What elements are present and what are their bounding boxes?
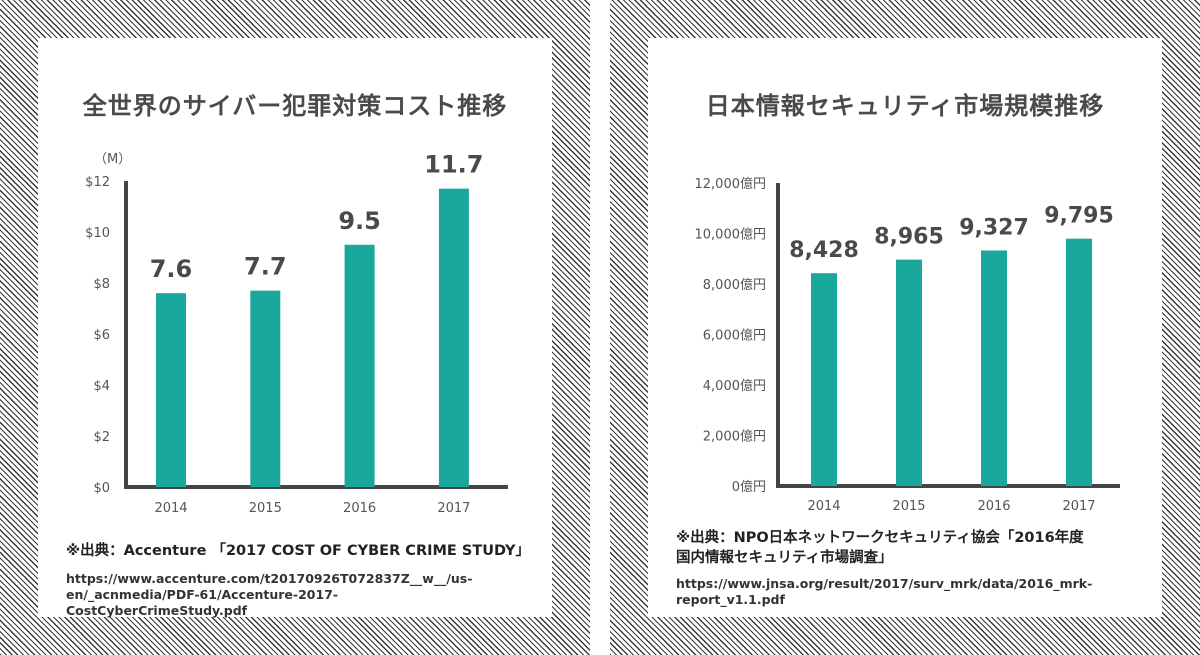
left-card: 全世界のサイバー犯罪対策コスト推移 （M） $0 $2 $4 $6 $8 $10 $12 7.6… bbox=[38, 38, 552, 618]
left-panel: 全世界のサイバー犯罪対策コスト推移 （M） $0 $2 $4 $6 $8 $10 $12 7.6… bbox=[0, 0, 590, 655]
left-y-tick-label: $10 bbox=[85, 226, 110, 241]
right-source-title-line2: 国内情報セキュリティ市場調査」 bbox=[676, 550, 893, 566]
left-y-tick-label: $2 bbox=[93, 430, 110, 445]
left-source-title: ※出典：Accenture 「2017 COST OF CYBER CRIME … bbox=[66, 543, 530, 559]
right-y-tick-label: 4,000億円 bbox=[703, 378, 766, 394]
right-source-url-line1[interactable]: https://www.jnsa.org/result/2017/surv_mr… bbox=[676, 576, 1093, 591]
right-value-label: 9,795 bbox=[1044, 204, 1114, 229]
left-bar bbox=[438, 188, 469, 487]
left-category-label: 2015 bbox=[249, 501, 282, 516]
left-y-tick-label: $12 bbox=[85, 175, 110, 190]
left-value-label: 11.7 bbox=[424, 151, 483, 179]
right-y-tick-label: 0億円 bbox=[732, 479, 766, 495]
right-y-tick-label: 6,000億円 bbox=[703, 328, 766, 344]
right-category-label: 2016 bbox=[977, 499, 1010, 514]
left-category-label: 2014 bbox=[154, 501, 187, 516]
right-y-tick-label: 10,000億円 bbox=[695, 227, 767, 243]
right-bar bbox=[1066, 238, 1092, 486]
left-value-label: 7.7 bbox=[244, 253, 287, 281]
right-bar bbox=[811, 273, 837, 486]
right-value-label: 8,965 bbox=[874, 225, 944, 250]
left-bar bbox=[156, 293, 186, 487]
left-chart-title: 全世界のサイバー犯罪対策コスト推移 bbox=[82, 92, 508, 120]
left-y-tick-label: $4 bbox=[93, 379, 110, 394]
left-y-tick-label: $6 bbox=[93, 328, 110, 343]
left-unit-label: （M） bbox=[94, 152, 131, 167]
right-bar bbox=[896, 259, 922, 486]
left-y-tick-label: $0 bbox=[93, 481, 110, 496]
left-bar bbox=[250, 290, 281, 487]
right-value-label: 8,428 bbox=[789, 238, 859, 263]
left-source-url-line2[interactable]: en/_acnmedia/PDF-61/Accenture-2017-CostC… bbox=[66, 587, 339, 618]
right-category-label: 2015 bbox=[892, 499, 925, 514]
right-y-tick-label: 2,000億円 bbox=[703, 429, 766, 445]
left-category-label: 2016 bbox=[343, 501, 376, 516]
right-y-tick-label: 8,000億円 bbox=[703, 277, 766, 293]
left-bar bbox=[344, 244, 375, 487]
right-bar bbox=[981, 250, 1007, 486]
right-y-tick-label: 12,000億円 bbox=[695, 176, 767, 192]
right-panel: 日本情報セキュリティ市場規模推移 0億円 2,000億円 4,000億円 6,000億… bbox=[610, 0, 1200, 655]
right-source-title-line1: ※出典：NPO日本ネットワークセキュリティ協会「2016年度 bbox=[676, 530, 1084, 546]
left-bar-chart: （M） $0 $2 $4 $6 $8 $10 $12 7.6 2014 7.7 2015 9.5 2016… bbox=[85, 151, 508, 516]
right-chart-title: 日本情報セキュリティ市場規模推移 bbox=[705, 92, 1105, 120]
right-source-url-line2[interactable]: report_v1.1.pdf bbox=[676, 592, 785, 607]
left-category-label: 2017 bbox=[437, 501, 470, 516]
left-value-label: 7.6 bbox=[150, 255, 193, 283]
right-value-label: 9,327 bbox=[959, 215, 1029, 240]
right-category-label: 2014 bbox=[807, 499, 840, 514]
left-source-url-line1[interactable]: https://www.accenture.com/t20170926T0728… bbox=[66, 571, 473, 586]
right-card: 日本情報セキュリティ市場規模推移 0億円 2,000億円 4,000億円 6,000億… bbox=[648, 38, 1162, 617]
right-category-label: 2017 bbox=[1062, 499, 1095, 514]
right-bar-chart: 0億円 2,000億円 4,000億円 6,000億円 8,000億円 10,000億円 1… bbox=[695, 176, 1120, 514]
left-value-label: 9.5 bbox=[338, 207, 381, 235]
left-y-tick-label: $8 bbox=[93, 277, 110, 292]
